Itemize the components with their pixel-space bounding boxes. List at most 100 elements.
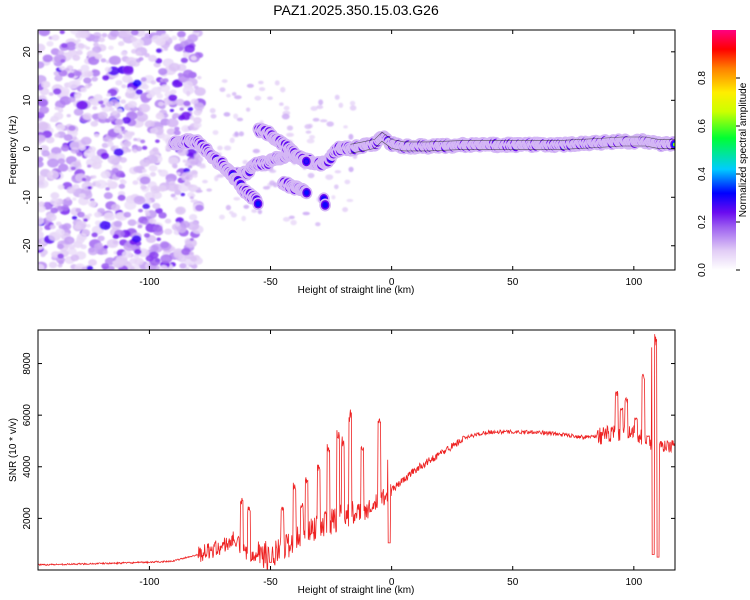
noise-blob xyxy=(116,108,123,114)
noise-blob xyxy=(262,186,271,190)
noise-blob xyxy=(120,179,127,185)
noise-blob xyxy=(193,102,205,111)
noise-blob xyxy=(114,118,124,126)
noise-blob xyxy=(41,150,50,157)
noise-blob xyxy=(70,254,80,262)
noise-blob xyxy=(38,43,46,52)
noise-blob xyxy=(113,220,123,228)
noise-blob xyxy=(183,100,191,107)
noise-blob xyxy=(168,156,179,165)
noise-blob xyxy=(142,145,148,150)
noise-blob xyxy=(318,99,324,106)
noise-blob xyxy=(182,69,194,79)
noise-blob xyxy=(173,130,181,136)
noise-blob xyxy=(186,90,191,97)
noise-blob xyxy=(229,137,235,144)
noise-blob xyxy=(57,158,66,165)
noise-blob xyxy=(309,135,316,140)
noise-blob xyxy=(72,183,80,190)
noise-blob xyxy=(150,243,163,253)
noise-blob xyxy=(145,212,151,217)
noise-blob xyxy=(180,57,188,64)
noise-blob xyxy=(202,179,208,184)
noise-blob xyxy=(100,104,106,108)
noise-blob xyxy=(348,133,354,140)
noise-blob xyxy=(158,185,167,192)
noise-blob xyxy=(312,117,320,122)
noise-blob xyxy=(212,130,219,135)
noise-blob xyxy=(242,159,248,165)
noise-blob xyxy=(57,50,65,56)
noise-blob xyxy=(87,213,92,217)
noise-blob xyxy=(112,234,120,240)
spectrogram-y-tick-label: -20 xyxy=(22,238,33,253)
noise-blob xyxy=(88,146,96,153)
noise-blob xyxy=(40,253,46,258)
noise-blob xyxy=(170,89,177,95)
noise-blob xyxy=(122,116,131,124)
noise-blob xyxy=(166,128,176,136)
noise-blob xyxy=(193,122,202,129)
noise-blob xyxy=(94,211,102,218)
noise-blob xyxy=(182,85,195,95)
noise-blob xyxy=(219,87,226,92)
noise-blob xyxy=(331,195,336,200)
noise-blob xyxy=(48,261,58,269)
snr-y-tick-label: 8000 xyxy=(22,352,33,375)
noise-blob xyxy=(246,83,254,88)
noise-blob xyxy=(228,210,234,215)
noise-blob xyxy=(93,94,103,102)
noise-blob xyxy=(180,192,186,197)
noise-blob xyxy=(68,96,76,103)
noise-blob xyxy=(234,131,239,137)
noise-blob xyxy=(307,172,315,179)
noise-blob xyxy=(182,159,187,163)
noise-blob xyxy=(38,263,45,270)
noise-blob xyxy=(57,263,63,268)
noise-blob xyxy=(226,93,231,98)
noise-blob xyxy=(187,221,200,231)
noise-blob xyxy=(57,243,64,250)
noise-blob xyxy=(160,241,170,249)
snr-y-ticks: 2000 4000 6000 8000 xyxy=(22,352,675,530)
spectrogram-y-tick-label: -10 xyxy=(22,190,33,205)
spectrogram-x-label: Height of straight line (km) xyxy=(298,285,415,296)
noise-blob xyxy=(178,77,183,81)
noise-blob xyxy=(106,141,114,147)
noise-blob xyxy=(258,80,264,85)
snr-x-tick-label: -50 xyxy=(263,577,278,588)
noise-blob xyxy=(74,161,81,167)
noise-blob xyxy=(38,30,51,37)
noise-blob xyxy=(193,85,199,90)
noise-blob xyxy=(184,127,189,131)
snr-y-label: SNR (10 * v/v) xyxy=(8,418,19,482)
noise-blob xyxy=(38,216,44,226)
noise-blob xyxy=(171,163,178,168)
noise-blob xyxy=(49,224,56,230)
noise-blob xyxy=(177,147,188,157)
noise-blob xyxy=(65,41,77,51)
noise-blob xyxy=(251,209,258,213)
noise-blob xyxy=(101,142,109,148)
noise-blob xyxy=(91,155,100,163)
noise-blob xyxy=(325,174,334,181)
noise-blob xyxy=(50,207,59,214)
noise-blob xyxy=(71,215,78,220)
noise-blob xyxy=(100,152,110,160)
noise-blob xyxy=(157,169,162,173)
noise-blob xyxy=(90,120,99,127)
noise-blob xyxy=(100,58,107,63)
noise-blob xyxy=(160,84,171,93)
noise-blob xyxy=(175,98,185,106)
noise-blob xyxy=(346,198,354,203)
noise-blob xyxy=(120,99,126,104)
noise-blob xyxy=(192,173,198,178)
noise-blob xyxy=(54,75,63,82)
spectrogram-y-label: Frequency (Hz) xyxy=(8,116,19,185)
spectrogram-branch-segment xyxy=(256,201,260,206)
noise-blob xyxy=(133,195,146,205)
noise-blob xyxy=(181,247,191,256)
noise-blob xyxy=(158,101,164,107)
noise-blob xyxy=(178,36,186,42)
